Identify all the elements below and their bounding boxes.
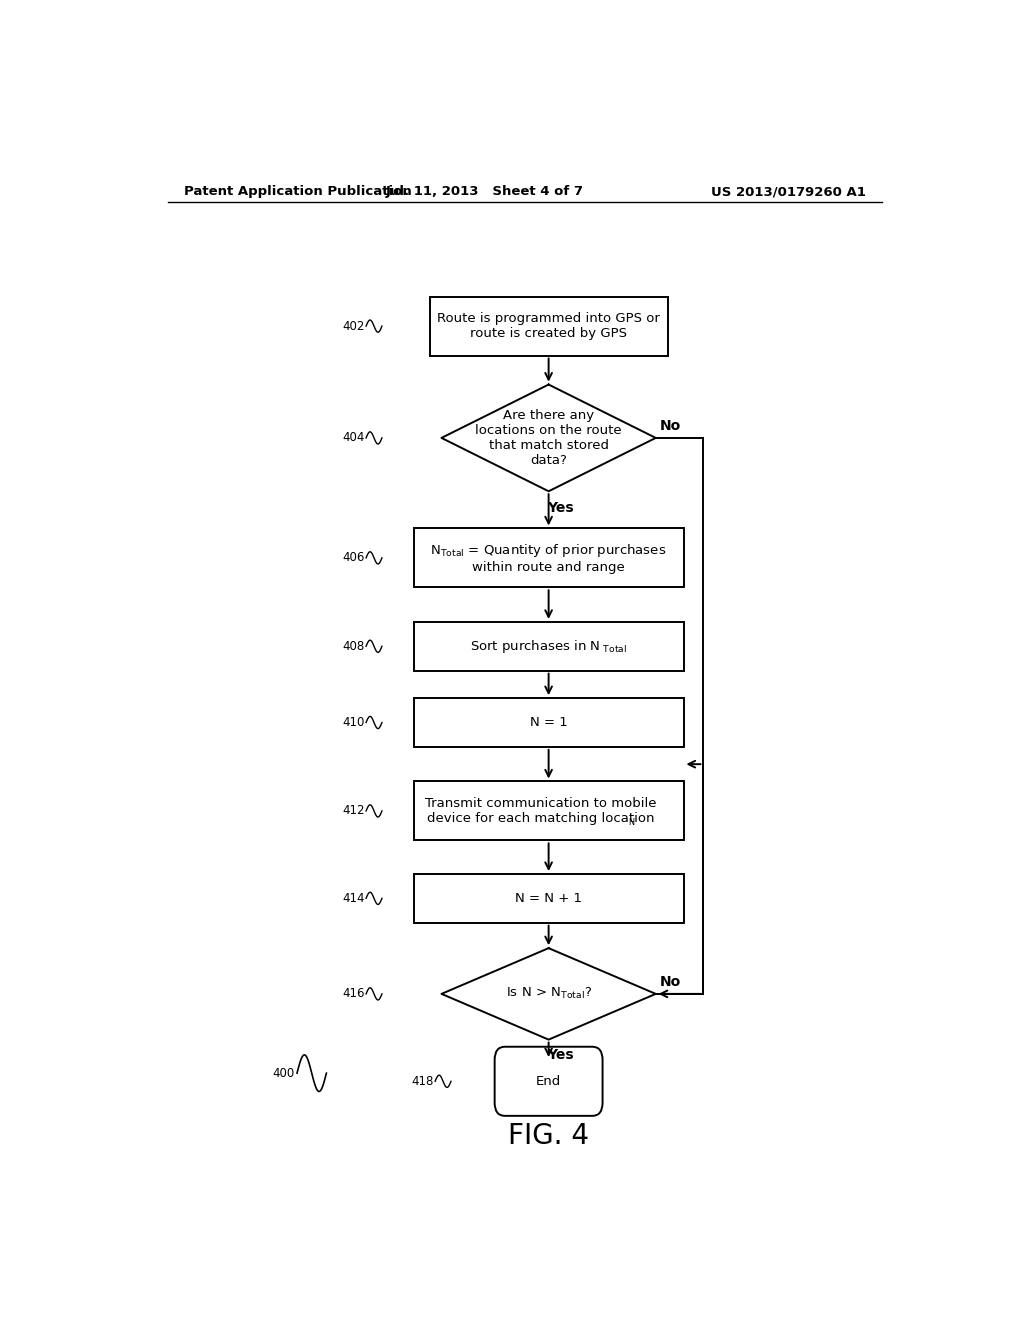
Text: US 2013/0179260 A1: US 2013/0179260 A1 bbox=[712, 185, 866, 198]
Text: 410: 410 bbox=[342, 715, 365, 729]
FancyBboxPatch shape bbox=[414, 874, 684, 923]
Text: Patent Application Publication: Patent Application Publication bbox=[183, 185, 412, 198]
Text: N$_\mathregular{Total}$ = Quantity of prior purchases
within route and range: N$_\mathregular{Total}$ = Quantity of pr… bbox=[430, 541, 667, 574]
Text: 416: 416 bbox=[342, 987, 365, 1001]
Text: No: No bbox=[659, 418, 681, 433]
Text: Are there any
locations on the route
that match stored
data?: Are there any locations on the route tha… bbox=[475, 409, 622, 467]
Text: N = N + 1: N = N + 1 bbox=[515, 892, 582, 904]
Text: 418: 418 bbox=[412, 1074, 433, 1088]
FancyBboxPatch shape bbox=[495, 1047, 602, 1115]
Text: Route is programmed into GPS or
route is created by GPS: Route is programmed into GPS or route is… bbox=[437, 312, 660, 341]
Text: 404: 404 bbox=[342, 432, 365, 445]
Text: 414: 414 bbox=[342, 892, 365, 904]
Text: End: End bbox=[536, 1074, 561, 1088]
Text: Jul. 11, 2013   Sheet 4 of 7: Jul. 11, 2013 Sheet 4 of 7 bbox=[386, 185, 584, 198]
FancyBboxPatch shape bbox=[414, 528, 684, 587]
FancyBboxPatch shape bbox=[414, 781, 684, 841]
Text: 408: 408 bbox=[342, 640, 365, 653]
Text: N = 1: N = 1 bbox=[529, 715, 567, 729]
Text: Yes: Yes bbox=[547, 502, 573, 515]
Text: Sort purchases in N$_\mathregular{\ Total}$: Sort purchases in N$_\mathregular{\ Tota… bbox=[470, 638, 628, 655]
Text: Transmit communication to mobile
device for each matching location: Transmit communication to mobile device … bbox=[425, 797, 656, 825]
Text: No: No bbox=[659, 974, 681, 989]
Text: 406: 406 bbox=[342, 552, 365, 565]
FancyBboxPatch shape bbox=[414, 622, 684, 671]
Text: $_\mathregular{N}$: $_\mathregular{N}$ bbox=[629, 814, 636, 828]
Text: Is N > N$_\mathregular{Total}$?: Is N > N$_\mathregular{Total}$? bbox=[506, 986, 592, 1002]
Text: 400: 400 bbox=[272, 1067, 295, 1080]
Text: FIG. 4: FIG. 4 bbox=[508, 1122, 589, 1150]
FancyBboxPatch shape bbox=[430, 297, 668, 355]
FancyBboxPatch shape bbox=[414, 698, 684, 747]
Text: 402: 402 bbox=[342, 319, 365, 333]
Text: Yes: Yes bbox=[547, 1048, 573, 1061]
Text: 412: 412 bbox=[342, 804, 365, 817]
